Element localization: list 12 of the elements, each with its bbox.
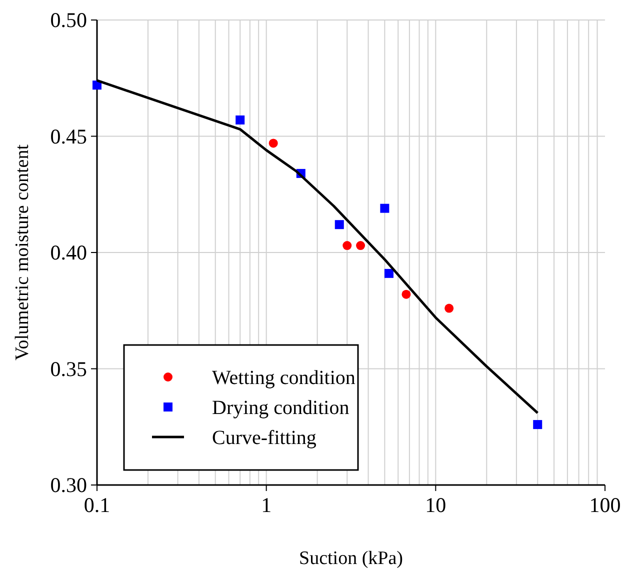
legend-label: Curve-fitting bbox=[212, 427, 316, 449]
x-axis-title: Suction (kPa) bbox=[299, 548, 403, 569]
y-tick-label: 0.40 bbox=[50, 240, 87, 264]
y-axis-title: Volumetric moisture content bbox=[12, 144, 33, 360]
x-tick-label: 1 bbox=[261, 493, 272, 517]
y-tick-label: 0.45 bbox=[50, 124, 87, 148]
y-tick-label: 0.35 bbox=[50, 356, 87, 381]
y-tick-label: 0.50 bbox=[50, 8, 87, 32]
x-tick-label: 100 bbox=[589, 493, 621, 517]
x-tick-label: 10 bbox=[425, 493, 446, 517]
legend-label: Drying condition bbox=[212, 397, 350, 419]
legend-label: Wetting condition bbox=[212, 367, 356, 389]
